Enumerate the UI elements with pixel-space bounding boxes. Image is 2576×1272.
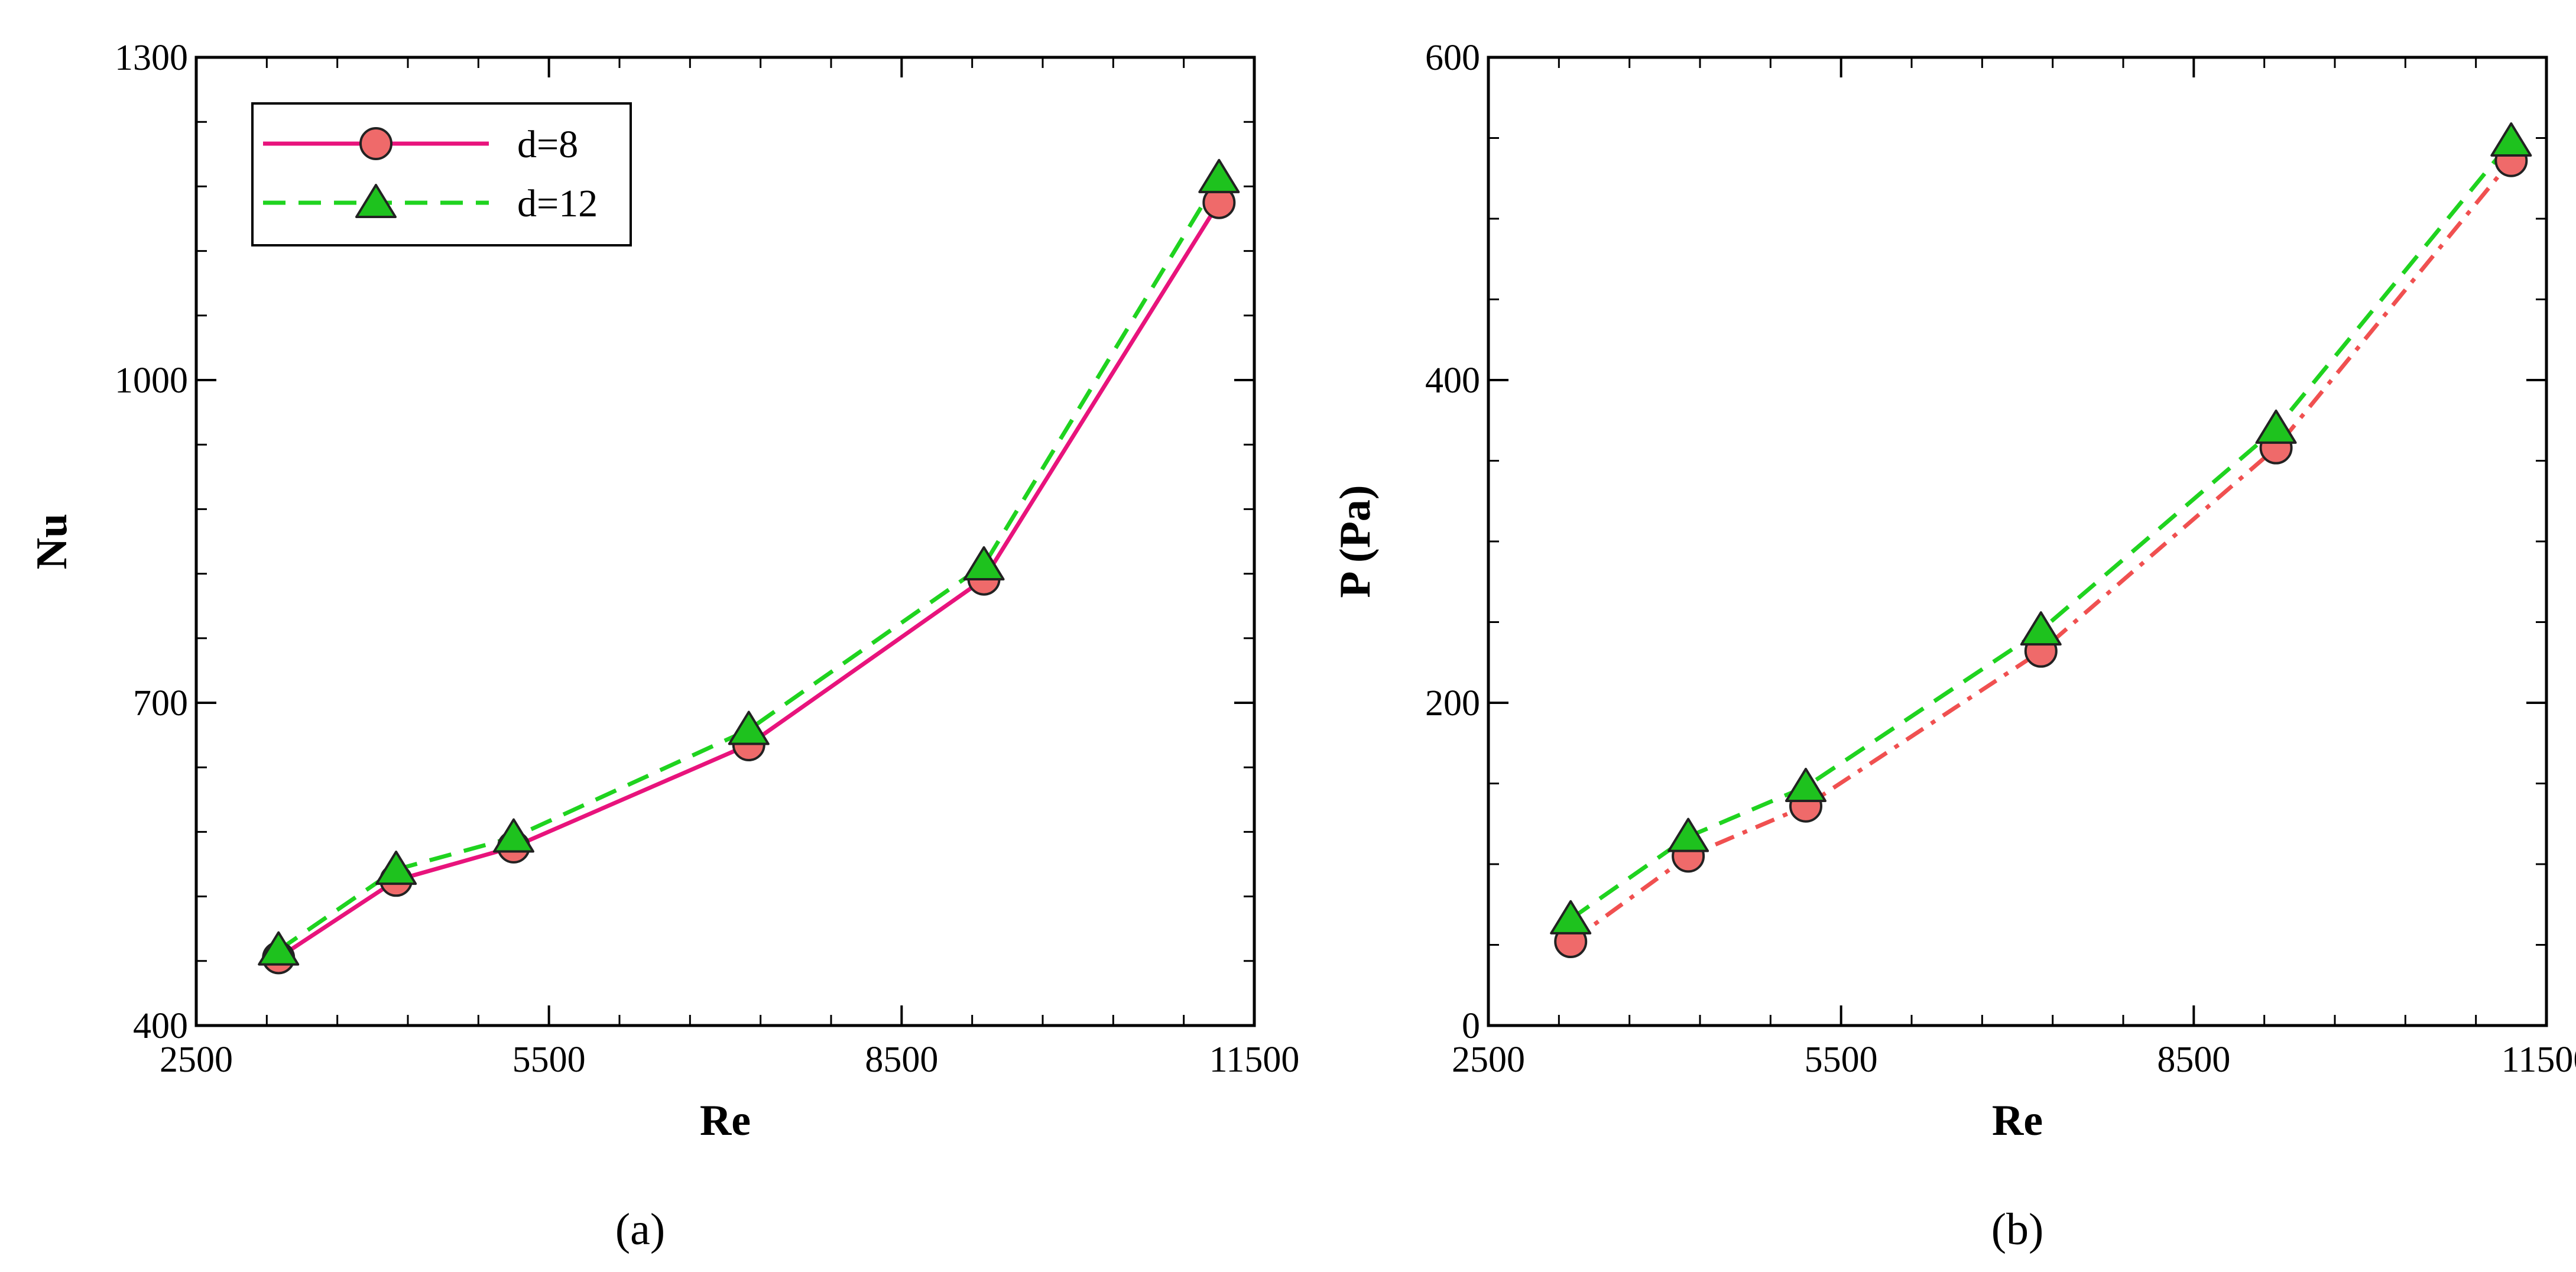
x-tick-label: 2500 — [1452, 1040, 1525, 1080]
plot-frame — [1487, 56, 2548, 1027]
y-tick-label: 400 — [1425, 361, 1480, 401]
y-tick-label: 200 — [1425, 683, 1480, 723]
y-tick-label: 400 — [133, 1006, 188, 1046]
x-tick-label: 11500 — [2502, 1040, 2576, 1080]
legend-marker-d=12 — [355, 184, 397, 218]
data-point-d=12-2 — [1785, 767, 1826, 802]
data-point-d=12-5 — [2490, 122, 2532, 157]
data-point-d=12-2 — [493, 818, 534, 853]
series-line-d=8 — [1569, 159, 2513, 943]
y-tick-label: 1300 — [115, 38, 188, 78]
y-axis-title: P (Pa) — [1331, 485, 1380, 598]
x-tick-label: 8500 — [2157, 1040, 2230, 1080]
x-tick-label: 5500 — [512, 1040, 586, 1080]
series-line-d=8 — [277, 201, 1221, 960]
x-tick-label: 2500 — [160, 1040, 233, 1080]
legend-label: d=8 — [517, 123, 578, 166]
y-axis-title: Nu — [28, 514, 76, 570]
legend-box — [251, 102, 632, 246]
x-tick-label: 5500 — [1805, 1040, 1878, 1080]
panel-a-nu-vs-re: 400 700 1000 1300 2500 5500 8500 11500 Re Nu (a) d=… — [28, 38, 1299, 1254]
series-line-d=12 — [277, 177, 1221, 952]
data-point-d=12-3 — [728, 710, 770, 745]
legend-marker-d=8 — [359, 127, 392, 160]
data-point-d=12-5 — [1198, 158, 1240, 193]
panel-label: (a) — [615, 1205, 665, 1254]
y-tick-label: 0 — [1462, 1006, 1480, 1046]
data-point-d=12-3 — [2020, 611, 2062, 646]
data-point-d=12-4 — [2255, 409, 2297, 444]
panel-label: (b) — [1991, 1205, 2044, 1254]
x-axis-title: Re — [1992, 1096, 2043, 1145]
plot-frame — [194, 56, 1256, 1027]
data-point-d=12-4 — [963, 546, 1005, 581]
data-point-d=12-0 — [1550, 900, 1592, 934]
x-tick-label: 11500 — [1209, 1040, 1300, 1080]
panel-b-pressure-vs-re: 0 200 400 600 2500 5500 8500 11500 Re P (Pa) (b) — [1331, 38, 2576, 1254]
data-point-d=12-1 — [375, 851, 417, 885]
series-line-d=12 — [1569, 139, 2513, 921]
legend-label: d=12 — [517, 182, 598, 225]
y-tick-label: 1000 — [115, 361, 188, 401]
x-axis-title: Re — [700, 1096, 751, 1145]
y-tick-label: 600 — [1425, 38, 1480, 78]
data-point-d=12-0 — [258, 931, 300, 966]
x-tick-label: 8500 — [865, 1040, 938, 1080]
y-tick-label: 700 — [133, 683, 188, 723]
data-point-d=12-1 — [1667, 817, 1709, 852]
